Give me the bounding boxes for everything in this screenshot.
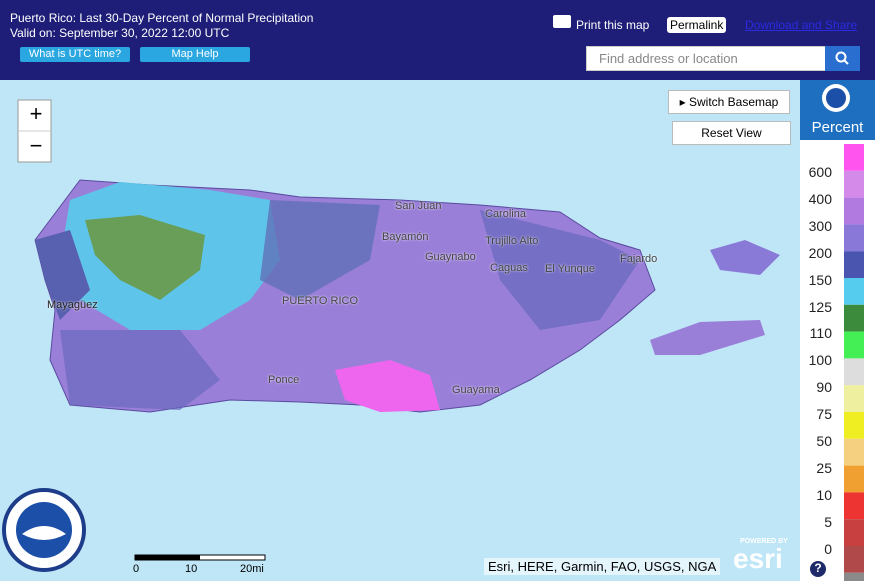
dark-zone bbox=[260, 200, 380, 300]
color-swatch bbox=[844, 278, 864, 305]
search-icon bbox=[835, 51, 849, 65]
legend-label: 400 bbox=[808, 190, 832, 207]
reset-view[interactable]: Reset View bbox=[672, 121, 791, 145]
help-icon[interactable] bbox=[810, 561, 826, 577]
place-label: Guayama bbox=[452, 384, 500, 396]
utc-button[interactable]: What is UTC time? bbox=[20, 47, 130, 62]
dark-zone bbox=[480, 210, 640, 330]
legend-label: 5 bbox=[824, 513, 832, 530]
vieques bbox=[650, 320, 765, 355]
legend-label: 100 bbox=[808, 352, 832, 369]
legend-label: 125 bbox=[808, 298, 832, 315]
color-swatch bbox=[844, 197, 864, 225]
search-placeholder: Find address or location bbox=[599, 51, 738, 66]
download-link[interactable]: Download and Share bbox=[745, 18, 858, 32]
color-swatch bbox=[844, 358, 864, 386]
search-box[interactable]: Find address or location bbox=[586, 46, 826, 71]
place-label: El Yunque bbox=[545, 263, 595, 275]
color-swatch bbox=[844, 170, 864, 198]
color-swatch bbox=[844, 412, 864, 439]
color-swatch bbox=[844, 546, 864, 573]
search-button[interactable] bbox=[825, 46, 860, 71]
legend-label: 90 bbox=[816, 379, 832, 396]
place-label: Fajardo bbox=[620, 253, 658, 265]
magenta-zone bbox=[335, 360, 440, 412]
header: Puerto Rico: Last 30-Day Percent of Norm… bbox=[0, 0, 875, 80]
legend-label: 0 bbox=[824, 540, 832, 557]
legend-label: 150 bbox=[808, 271, 832, 288]
legend-label: 600 bbox=[808, 164, 832, 180]
green-zone bbox=[85, 215, 205, 300]
zoom-in[interactable]: + bbox=[29, 101, 43, 126]
legend-label: 10 bbox=[816, 486, 832, 503]
place-label: Carolina bbox=[485, 208, 526, 220]
color-swatch bbox=[844, 492, 864, 520]
legend-graphics bbox=[800, 80, 875, 581]
legend-label: 25 bbox=[816, 459, 832, 476]
place-label: PUERTO RICO bbox=[282, 295, 358, 307]
legend: Percent ? 600 400 300 200 150 125 110 100 90 75 50… bbox=[800, 80, 875, 581]
scale-label: 20mi bbox=[240, 563, 264, 575]
map[interactable] bbox=[0, 80, 800, 581]
legend-label: 110 bbox=[809, 325, 832, 342]
color-swatch bbox=[844, 144, 864, 171]
help-text[interactable]: ? bbox=[814, 561, 822, 575]
powered-by: POWERED BY bbox=[740, 538, 788, 545]
dark-zone bbox=[60, 330, 220, 410]
help-button[interactable]: Map Help bbox=[140, 47, 250, 62]
place-label: Bayamón bbox=[382, 231, 429, 243]
color-swatch bbox=[844, 224, 864, 252]
print-link[interactable]: Print this map bbox=[576, 18, 650, 32]
permalink[interactable]: Permalink bbox=[667, 17, 727, 33]
color-bar bbox=[844, 144, 864, 581]
place-label: San Juan bbox=[395, 200, 442, 212]
place-label: Caguas bbox=[490, 262, 528, 274]
scale-label: 10 bbox=[185, 563, 198, 575]
zoom-out[interactable]: − bbox=[29, 133, 43, 158]
culebra bbox=[710, 240, 780, 275]
color-swatch bbox=[844, 519, 864, 546]
place-label: Guaynabo bbox=[425, 251, 476, 263]
legend-label: 300 bbox=[808, 217, 832, 234]
color-swatch bbox=[844, 331, 864, 359]
noaa-bird bbox=[22, 526, 66, 540]
legend-label: 75 bbox=[816, 406, 832, 423]
esri-logo: esri bbox=[733, 543, 783, 574]
color-swatch bbox=[844, 251, 864, 278]
valid-date: Valid on: September 30, 2022 12:00 UTC bbox=[10, 26, 230, 40]
color-swatch bbox=[844, 304, 864, 332]
legend-label: 200 bbox=[808, 244, 832, 261]
switch-basemap-label: Switch Basemap bbox=[688, 95, 779, 109]
scale-bar-fill bbox=[135, 555, 200, 560]
place-label: Mayagüez bbox=[47, 299, 98, 311]
place-label: Ponce bbox=[268, 374, 300, 386]
legend-noaa-inner bbox=[826, 88, 846, 108]
color-swatch bbox=[844, 438, 864, 466]
color-swatch bbox=[844, 572, 864, 581]
print-icon bbox=[553, 15, 571, 28]
legend-label: 50 bbox=[816, 433, 832, 449]
title: Puerto Rico: Last 30-Day Percent of Norm… bbox=[10, 11, 314, 25]
switch-basemap[interactable]: ▸ Switch Basemap bbox=[668, 90, 790, 114]
color-swatch bbox=[844, 385, 864, 412]
place-label: Trujillo Alto bbox=[485, 235, 539, 247]
dark-zone bbox=[35, 230, 90, 320]
legend-title: Percent bbox=[811, 119, 864, 136]
attribution: Esri, HERE, Garmin, FAO, USGS, NGA bbox=[484, 558, 721, 575]
color-swatch bbox=[844, 465, 864, 493]
scale-label: 0 bbox=[133, 563, 140, 575]
